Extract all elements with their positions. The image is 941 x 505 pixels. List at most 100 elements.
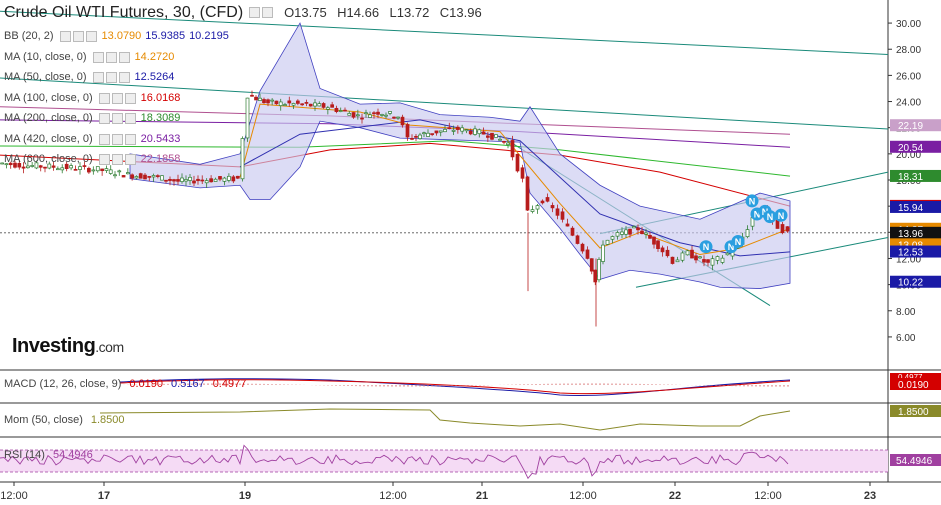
rsi-band [0, 450, 888, 472]
candle-body [351, 112, 356, 118]
candle-body [384, 114, 388, 117]
candle-body [60, 167, 65, 171]
candle-body [675, 259, 680, 263]
candle-body [652, 236, 656, 245]
settings-icon[interactable] [111, 133, 123, 145]
visibility-icon[interactable] [59, 30, 71, 42]
candle-body [204, 180, 209, 184]
price-tick-label: 6.00 [896, 333, 916, 344]
candle-body [254, 96, 258, 101]
price-label-box [890, 169, 941, 182]
price-tick-label: 26.00 [896, 71, 921, 82]
rsi-axis-label: 54.4946 [896, 456, 933, 467]
close-icon[interactable] [118, 51, 130, 63]
candle-body [283, 104, 287, 106]
candle-body [227, 175, 231, 181]
candle-body [338, 110, 343, 112]
indicator-value: 10.2195 [189, 30, 229, 42]
close-icon[interactable] [85, 30, 97, 42]
price-label: 13.96 [898, 229, 923, 240]
settings-icon[interactable] [105, 71, 117, 83]
candle-body [685, 250, 690, 256]
candle-body [520, 167, 525, 179]
candle-body [113, 174, 117, 177]
visibility-icon[interactable] [98, 153, 110, 165]
close-icon[interactable] [261, 7, 273, 19]
visibility-icon[interactable] [98, 92, 110, 104]
close-icon[interactable] [124, 112, 136, 124]
visibility-icon[interactable] [92, 51, 104, 63]
visibility-icon[interactable] [98, 112, 110, 124]
candle-body [570, 227, 575, 236]
settings-icon[interactable] [105, 51, 117, 63]
candle-body [624, 229, 628, 235]
candle-body [100, 168, 104, 172]
indicator-value: 18.3089 [140, 112, 181, 124]
candle-body [270, 99, 274, 102]
candle-body [192, 180, 196, 184]
indicator-legend-row[interactable]: BB (20, 2) 13.0790 15.9385 10.2195 [4, 30, 229, 42]
settings-icon[interactable] [111, 153, 123, 165]
candle-body [117, 170, 122, 173]
ohlc-low: L13.72 [389, 5, 430, 20]
candle-body [525, 176, 530, 211]
candle-body [610, 236, 615, 240]
mom-legend: Mom (50, close) 1.8500 [4, 414, 125, 426]
settings-icon[interactable] [111, 112, 123, 124]
indicator-legend-row[interactable]: MA (420, close, 0) 20.5433 [4, 133, 180, 145]
signal-marker[interactable] [774, 208, 788, 222]
ohlc-close: C13.96 [439, 5, 482, 20]
candle-body [396, 116, 400, 119]
indicator-legend-row[interactable]: MA (200, close, 0) 18.3089 [4, 112, 180, 124]
candle-body [91, 169, 96, 172]
chart-title: Crude Oil WTI Futures, 30, (CFD) [4, 4, 244, 21]
macd-legend: MACD (12, 26, close, 9) 0.0190 0.5167 0.497… [4, 378, 246, 390]
candle-body [477, 129, 482, 135]
rsi-axis-box [890, 454, 941, 466]
indicator-legend-row[interactable]: MA (100, close, 0) 16.0168 [4, 92, 180, 104]
visibility-icon[interactable] [98, 133, 110, 145]
visibility-icon[interactable] [92, 71, 104, 83]
indicator-legend-row[interactable]: MA (600, close, 0) 22.1858 [4, 153, 180, 165]
candle-body [188, 176, 192, 181]
candle-body [38, 165, 43, 168]
signal-marker-label: N [778, 211, 785, 221]
candle-body [486, 135, 490, 138]
candle-body [447, 127, 452, 129]
close-icon[interactable] [124, 153, 136, 165]
candle-body [250, 94, 254, 97]
candle-body [545, 197, 550, 202]
candle-body [690, 249, 694, 259]
close-icon[interactable] [124, 92, 136, 104]
close-icon[interactable] [118, 71, 130, 83]
signal-marker-label: N [767, 212, 774, 222]
time-tick-label: 17 [98, 490, 110, 502]
candle-body [515, 153, 520, 172]
logo-suffix: .com [95, 339, 124, 355]
candle-body [601, 244, 605, 262]
indicator-legend-row[interactable]: MA (50, close, 0) 12.5264 [4, 71, 174, 83]
settings-icon[interactable] [111, 92, 123, 104]
indicator-value: 15.9385 [145, 30, 186, 42]
candle-body [180, 177, 184, 182]
candle-body [680, 252, 685, 261]
candle-body [313, 102, 317, 107]
trendline-upper-long [0, 10, 889, 55]
ohlc-high: H14.66 [337, 5, 380, 20]
candle-body [372, 112, 376, 115]
signal-marker[interactable] [731, 234, 745, 248]
signal-marker[interactable] [763, 210, 777, 224]
close-icon[interactable] [124, 133, 136, 145]
candle-body [434, 130, 439, 134]
candle-body [589, 258, 594, 272]
candle-body [95, 166, 100, 172]
candle-body [628, 228, 632, 235]
price-tick-label: 20.00 [896, 150, 921, 161]
settings-icon[interactable] [248, 7, 260, 19]
signal-marker[interactable] [745, 194, 759, 208]
signal-marker[interactable] [699, 240, 713, 254]
indicator-legend-row[interactable]: MA (10, close, 0) 14.2720 [4, 51, 174, 63]
candle-body [82, 165, 87, 167]
settings-icon[interactable] [72, 30, 84, 42]
